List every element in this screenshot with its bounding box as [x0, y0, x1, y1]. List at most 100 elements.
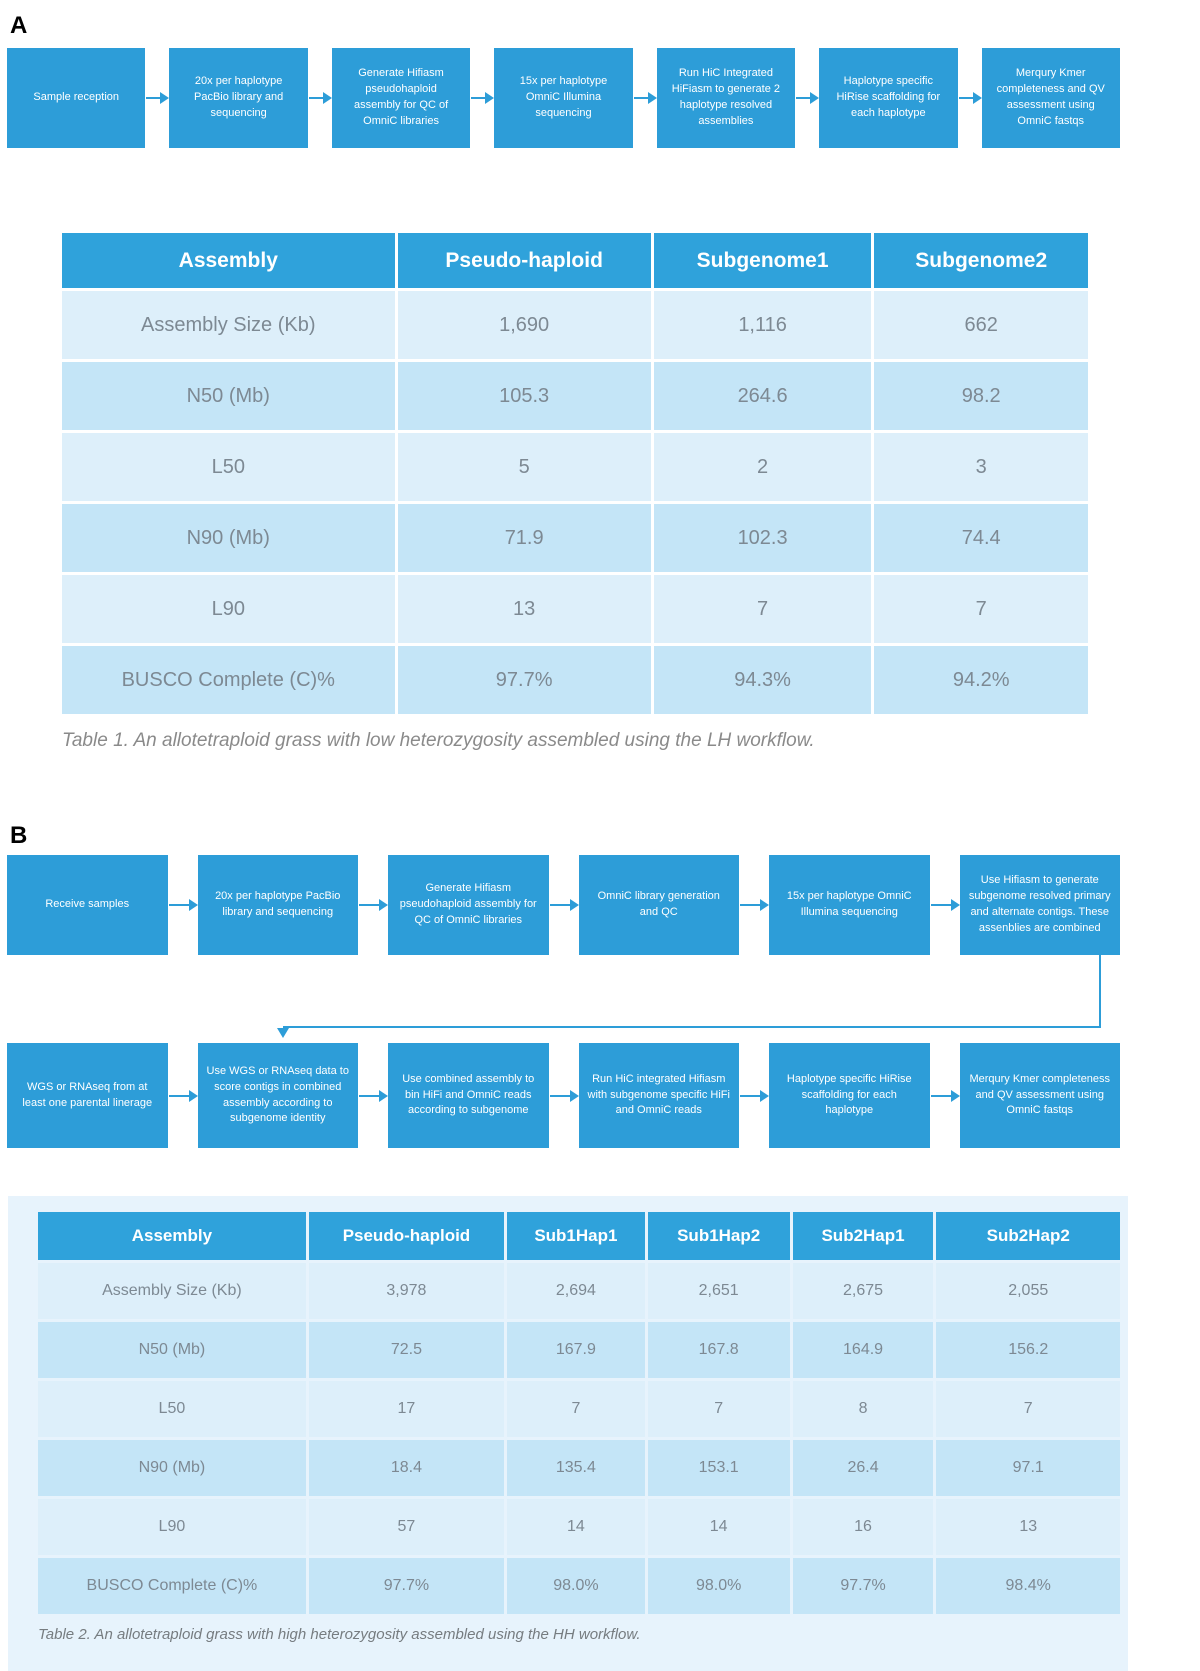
flow-step: 15x per haplotype OmniC Illumina sequenc… — [494, 48, 633, 148]
panel-a-label: A — [10, 12, 28, 39]
table-header-cell: Sub1Hap2 — [647, 1212, 790, 1260]
connector-line-vertical — [1099, 955, 1101, 1028]
table-header-cell: Sub2Hap2 — [936, 1212, 1120, 1260]
table-cell: 94.2% — [874, 646, 1088, 714]
flow-step: Run HiC Integrated HiFiasm to generate 2… — [656, 48, 796, 148]
flow-arrow-icon — [145, 48, 169, 148]
table-cell: 7 — [647, 1381, 790, 1437]
table-cell: 5 — [397, 433, 651, 501]
table-row-label: Assembly Size (Kb) — [62, 291, 395, 359]
table-cell: 13 — [936, 1499, 1120, 1555]
table-cell: 2,675 — [792, 1263, 934, 1319]
table-cell: 7 — [507, 1381, 645, 1437]
flow-arrow-icon — [470, 48, 494, 148]
table-row-label: L50 — [62, 433, 395, 501]
flow-arrow-icon — [308, 48, 332, 148]
table-2-caption: Table 2. An allotetraploid grass with hi… — [38, 1626, 641, 1643]
flow-arrow-icon — [739, 855, 769, 955]
table-cell: 98.0% — [647, 1558, 790, 1614]
flow-step: Merqury Kmer completeness and QV assessm… — [981, 48, 1120, 148]
flow-step: Use Hifiasm to generate subgenome resolv… — [959, 855, 1120, 955]
table-row-label: BUSCO Complete (C)% — [38, 1558, 306, 1614]
table-cell: 13 — [397, 575, 651, 643]
flow-arrow-icon — [958, 48, 982, 148]
flow-step: Run HiC integrated Hifiasm with subgenom… — [578, 1043, 739, 1148]
table-cell: 167.8 — [647, 1322, 790, 1378]
panel-b-label: B — [10, 822, 28, 849]
flow-step: Sample reception — [7, 48, 146, 148]
flow-step: Merqury Kmer completeness and QV assessm… — [959, 1043, 1120, 1148]
table-cell: 98.4% — [936, 1558, 1120, 1614]
table-cell: 26.4 — [792, 1440, 934, 1496]
table-cell: 264.6 — [653, 362, 872, 430]
assembly-table-2: Assembly Pseudo-haploid Sub1Hap1 Sub1Hap… — [38, 1212, 1120, 1614]
table-header-cell: Pseudo-haploid — [397, 233, 651, 288]
table-header-cell: Assembly — [38, 1212, 306, 1260]
table-cell: 105.3 — [397, 362, 651, 430]
table-row-label: L90 — [62, 575, 395, 643]
table-row-label: L90 — [38, 1499, 306, 1555]
table-header-cell: Assembly — [62, 233, 395, 288]
table-header-cell: Pseudo-haploid — [308, 1212, 505, 1260]
table-cell: 72.5 — [308, 1322, 505, 1378]
flow-step: Haplotype specific HiRise scaffolding fo… — [769, 1043, 930, 1148]
table-cell: 2,651 — [647, 1263, 790, 1319]
table-cell: 14 — [507, 1499, 645, 1555]
connector-line-horizontal — [283, 1026, 1101, 1028]
flow-arrow-icon — [633, 48, 657, 148]
flow-arrow-icon — [795, 48, 819, 148]
flow-step: OmniC library generation and QC — [578, 855, 739, 955]
flow-step: Use WGS or RNAseq data to score contigs … — [197, 1043, 358, 1148]
flow-step: WGS or RNAseq from at least one parental… — [7, 1043, 168, 1148]
flow-step: 20x per haplotype PacBio library and seq… — [169, 48, 308, 148]
table-cell: 167.9 — [507, 1322, 645, 1378]
flow-arrow-icon — [930, 1043, 960, 1148]
table-cell: 156.2 — [936, 1322, 1120, 1378]
table-cell: 1,116 — [653, 291, 872, 359]
flow-step: Haplotype specific HiRise scaffolding fo… — [819, 48, 958, 148]
table-row-label: N90 (Mb) — [38, 1440, 306, 1496]
table-cell: 2,694 — [507, 1263, 645, 1319]
flow-arrow-icon — [168, 855, 198, 955]
workflow-a: Sample reception 20x per haplotype PacBi… — [7, 48, 1120, 148]
table-cell: 97.1 — [936, 1440, 1120, 1496]
table-cell: 2 — [653, 433, 872, 501]
table-cell: 3 — [874, 433, 1088, 501]
table-cell: 98.0% — [507, 1558, 645, 1614]
workflow-b-row-1: Receive samples 20x per haplotype PacBio… — [7, 855, 1120, 955]
table-cell: 3,978 — [308, 1263, 505, 1319]
table-cell: 97.7% — [308, 1558, 505, 1614]
table-row-label: BUSCO Complete (C)% — [62, 646, 395, 714]
table-cell: 14 — [647, 1499, 790, 1555]
table-cell: 662 — [874, 291, 1088, 359]
table-cell: 16 — [792, 1499, 934, 1555]
table-cell: 7 — [653, 575, 872, 643]
table-cell: 17 — [308, 1381, 505, 1437]
flow-arrow-icon — [358, 1043, 388, 1148]
assembly-table-1: Assembly Pseudo-haploid Subgenome1 Subge… — [62, 233, 1088, 714]
table-cell: 18.4 — [308, 1440, 505, 1496]
flow-step: Generate Hifiasm pseudohaploid assembly … — [331, 48, 471, 148]
flow-arrow-icon — [358, 855, 388, 955]
flow-arrow-icon — [739, 1043, 769, 1148]
table-row-label: N50 (Mb) — [38, 1322, 306, 1378]
flow-step: Use combined assembly to bin HiFi and Om… — [388, 1043, 549, 1148]
workflow-b-row-2: WGS or RNAseq from at least one parental… — [7, 1043, 1120, 1148]
connector-arrowhead-icon — [277, 1028, 289, 1038]
table-cell: 1,690 — [397, 291, 651, 359]
table-1-caption: Table 1. An allotetraploid grass with lo… — [62, 730, 815, 751]
table-cell: 94.3% — [653, 646, 872, 714]
table-cell: 153.1 — [647, 1440, 790, 1496]
table-header-cell: Sub1Hap1 — [507, 1212, 645, 1260]
table-row-label: L50 — [38, 1381, 306, 1437]
table-row-label: Assembly Size (Kb) — [38, 1263, 306, 1319]
flow-step: 20x per haplotype PacBio library and seq… — [197, 855, 358, 955]
flow-step: 15x per haplotype OmniC Illumina sequenc… — [769, 855, 930, 955]
table-cell: 164.9 — [792, 1322, 934, 1378]
table-header-cell: Sub2Hap1 — [792, 1212, 934, 1260]
flow-step: Generate Hifiasm pseudohaploid assembly … — [388, 855, 549, 955]
table-cell: 135.4 — [507, 1440, 645, 1496]
flow-arrow-icon — [930, 855, 960, 955]
table-cell: 71.9 — [397, 504, 651, 572]
table-cell: 98.2 — [874, 362, 1088, 430]
